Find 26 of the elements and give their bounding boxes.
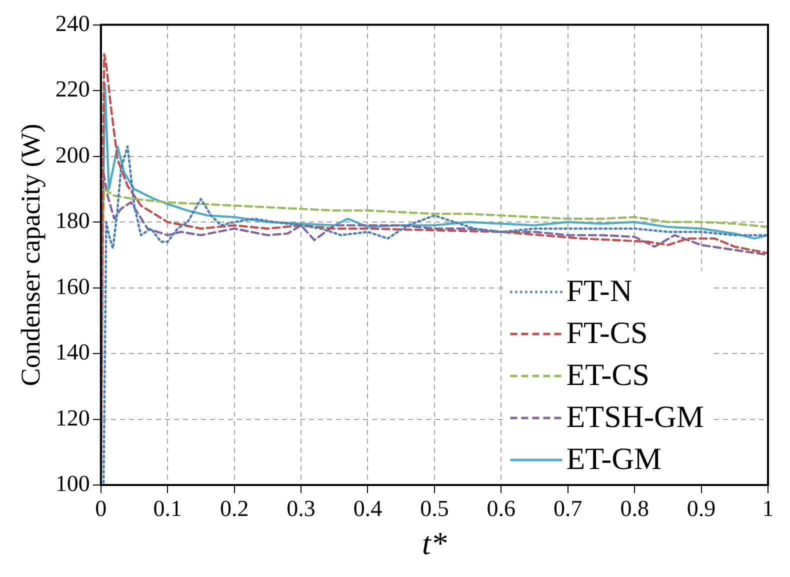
- x-tick-label: 0.2: [220, 496, 249, 521]
- y-tick-label: 240: [55, 10, 90, 36]
- x-tick-label: 0.5: [420, 496, 449, 521]
- legend-label: ET-GM: [566, 441, 662, 476]
- x-tick-label: 0.3: [286, 496, 316, 521]
- x-tick-label: 1: [762, 496, 774, 521]
- y-tick-label: 100: [55, 471, 90, 496]
- x-tick-label: 0.1: [153, 496, 182, 521]
- y-tick-label: 220: [55, 76, 90, 102]
- legend-label: FT-N: [566, 273, 632, 308]
- y-tick-label: 120: [55, 405, 90, 430]
- x-tick-label: 0.6: [486, 496, 516, 521]
- x-axis-title: t*: [422, 525, 447, 562]
- x-tick-label: 0: [95, 496, 107, 521]
- y-axis-title: Condenser capacity (W): [15, 124, 46, 386]
- y-tick-label: 180: [55, 208, 90, 234]
- x-tick-label: 0.9: [686, 496, 716, 521]
- legend-label: ET-CS: [566, 357, 650, 392]
- legend-label: ETSH-GM: [566, 399, 704, 434]
- y-tick-label: 160: [55, 274, 90, 299]
- y-tick-label: 200: [55, 142, 90, 168]
- y-tick-label: 140: [55, 340, 90, 365]
- x-tick-label: 0.4: [353, 496, 383, 521]
- x-tick-label: 0.8: [620, 496, 649, 521]
- legend-label: FT-CS: [566, 315, 648, 350]
- x-tick-label: 0.7: [553, 496, 582, 521]
